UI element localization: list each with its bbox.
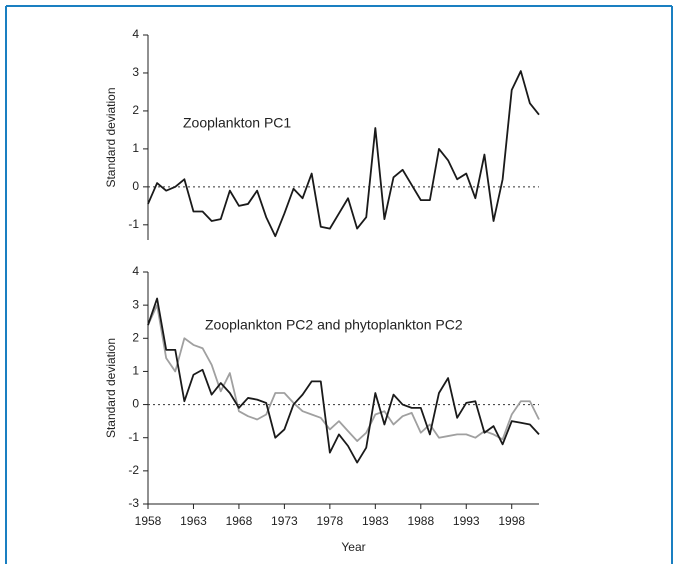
x-axis-title: Year: [341, 540, 365, 554]
y-tick-label: 4: [132, 27, 139, 41]
y-tick-label: 3: [132, 65, 139, 79]
x-tick-label: 1983: [362, 514, 389, 528]
x-tick-label: 1993: [453, 514, 480, 528]
x-tick-label: 1973: [271, 514, 298, 528]
y-tick-label: 4: [132, 264, 139, 278]
x-tick-label: 1998: [498, 514, 525, 528]
x-tick-label: 1988: [407, 514, 434, 528]
series-line: [147, 297, 540, 464]
series-line: [147, 70, 540, 238]
y-tick-label: -1: [128, 217, 139, 231]
x-tick-label: 1963: [180, 514, 207, 528]
y-tick-label: 2: [132, 330, 139, 344]
x-tick-label: 1958: [135, 514, 162, 528]
annotation: Zooplankton PC1: [183, 115, 291, 131]
y-tick-label: -3: [128, 496, 139, 510]
y-tick-label: -2: [128, 463, 139, 477]
y-tick-label: 3: [132, 297, 139, 311]
y-tick-label: 1: [132, 364, 139, 378]
y-tick-label: -1: [128, 430, 139, 444]
y-tick-label: 0: [132, 397, 139, 411]
y-tick-label: 1: [132, 141, 139, 155]
y-tick-label: 0: [132, 179, 139, 193]
annotation: Zooplankton PC2 and phytoplankton PC2: [205, 317, 463, 333]
y-axis-title: Standard deviation: [104, 87, 118, 187]
y-axis-title: Standard deviation: [104, 338, 118, 438]
series-line: [147, 304, 540, 442]
x-tick-label: 1978: [317, 514, 344, 528]
y-tick-label: 2: [132, 103, 139, 117]
x-tick-label: 1968: [226, 514, 253, 528]
